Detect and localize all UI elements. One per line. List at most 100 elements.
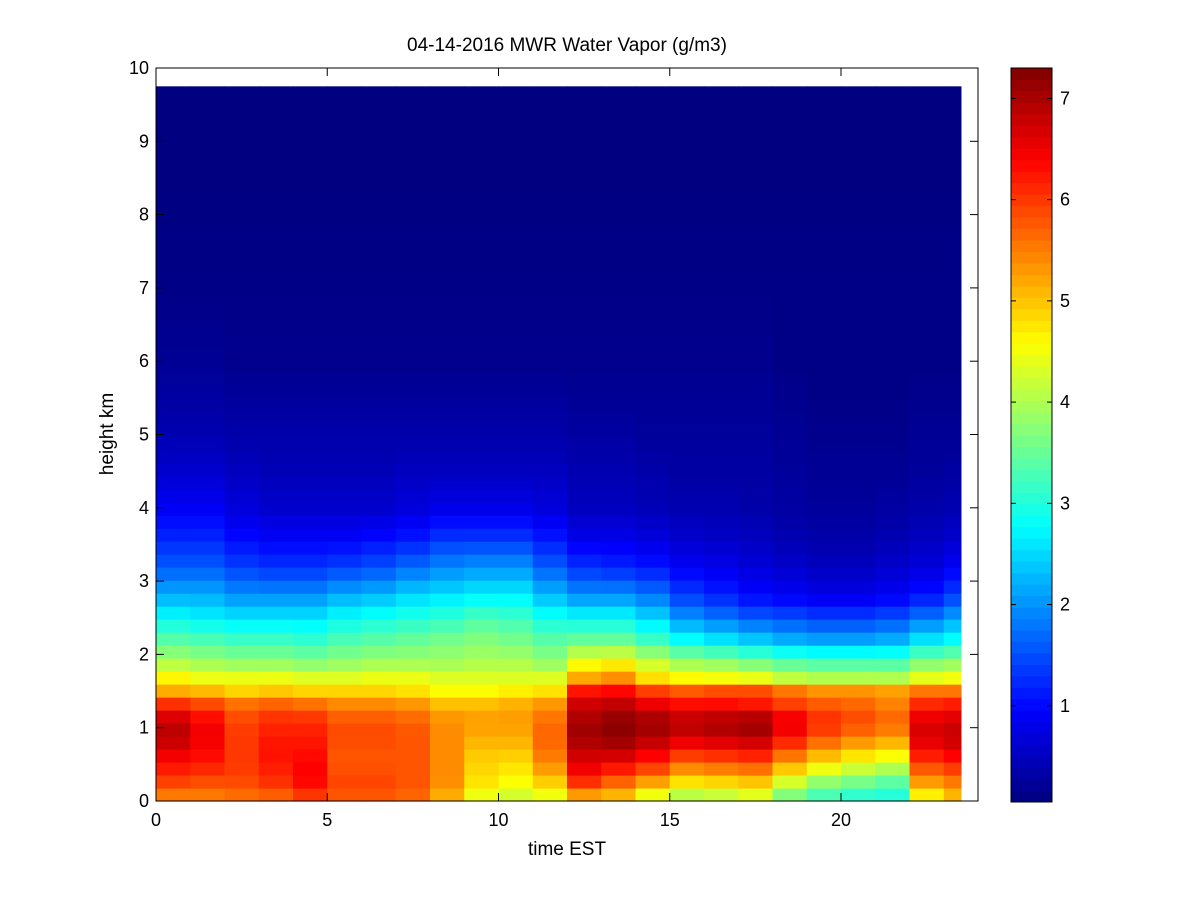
heatmap-cell xyxy=(430,463,465,477)
colorbar-step xyxy=(1011,79,1052,92)
heatmap-cell xyxy=(909,671,945,685)
heatmap-cell xyxy=(532,424,568,438)
heatmap-cell xyxy=(841,502,876,516)
colorbar-step xyxy=(1011,274,1052,287)
heatmap-cell xyxy=(738,385,774,399)
heatmap-cell xyxy=(704,606,739,620)
heatmap-cell xyxy=(395,697,431,711)
heatmap-cell xyxy=(909,658,945,672)
heatmap-cell xyxy=(909,151,945,165)
heatmap-cell xyxy=(361,164,397,178)
heatmap-cell xyxy=(772,645,808,659)
heatmap-cell xyxy=(841,125,876,139)
heatmap-cell xyxy=(293,463,328,477)
heatmap-cell xyxy=(806,580,842,594)
chart-title: 04-14-2016 MWR Water Vapor (g/m3) xyxy=(407,35,727,56)
heatmap-cell xyxy=(190,307,226,321)
heatmap-cell xyxy=(601,268,637,282)
heatmap-cell xyxy=(601,138,637,152)
heatmap-cell xyxy=(943,788,962,802)
heatmap-cell xyxy=(498,99,534,113)
heatmap-cell xyxy=(395,411,431,425)
heatmap-cell xyxy=(258,320,294,334)
heatmap-cell xyxy=(567,515,602,529)
heatmap-cell xyxy=(395,138,431,152)
heatmap-cell xyxy=(327,528,363,542)
heatmap-cell xyxy=(430,281,465,295)
heatmap-cell xyxy=(909,437,945,451)
heatmap-cell xyxy=(327,385,363,399)
heatmap-cell xyxy=(772,372,808,386)
heatmap-cell xyxy=(669,190,705,204)
heatmap-cell xyxy=(156,749,191,763)
heatmap-cell xyxy=(361,190,397,204)
heatmap-cell xyxy=(430,684,465,698)
heatmap-cell xyxy=(875,151,911,165)
heatmap-cell xyxy=(464,671,500,685)
heatmap-cell xyxy=(635,489,671,503)
heatmap-cell xyxy=(704,385,739,399)
heatmap-cell xyxy=(430,632,465,646)
heatmap-cell xyxy=(156,463,191,477)
colorbar-step xyxy=(1011,492,1052,505)
heatmap-cell xyxy=(567,567,602,581)
heatmap-cell xyxy=(806,658,842,672)
heatmap-cell xyxy=(943,151,962,165)
heatmap-cell xyxy=(772,281,808,295)
heatmap-cell xyxy=(327,229,363,243)
heatmap-cell xyxy=(806,346,842,360)
heatmap-cell xyxy=(875,749,911,763)
heatmap-cell xyxy=(669,385,705,399)
heatmap-cell xyxy=(258,151,294,165)
heatmap-cell xyxy=(704,151,739,165)
heatmap-cell xyxy=(909,593,945,607)
heatmap-cell xyxy=(327,671,363,685)
heatmap-cell xyxy=(806,372,842,386)
heatmap-cell xyxy=(156,138,191,152)
heatmap-cell xyxy=(738,749,774,763)
heatmap-cell xyxy=(738,281,774,295)
heatmap-cell xyxy=(361,177,397,191)
heatmap-cell xyxy=(601,606,637,620)
heatmap-cell xyxy=(567,203,602,217)
heatmap-cell xyxy=(635,385,671,399)
heatmap-cell xyxy=(806,333,842,347)
heatmap-cell xyxy=(738,359,774,373)
heatmap-cell xyxy=(909,723,945,737)
heatmap-cell xyxy=(395,593,431,607)
heatmap-cell xyxy=(806,788,842,802)
colorbar-step xyxy=(1011,412,1052,425)
heatmap-cell xyxy=(532,697,568,711)
heatmap-cell xyxy=(430,671,465,685)
heatmap-cell xyxy=(395,190,431,204)
heatmap-cell xyxy=(224,502,260,516)
heatmap-cell xyxy=(430,502,465,516)
heatmap-cell xyxy=(567,268,602,282)
heatmap-cell xyxy=(224,164,260,178)
heatmap-cell xyxy=(909,567,945,581)
heatmap-cell xyxy=(841,437,876,451)
heatmap-cell xyxy=(224,255,260,269)
heatmap-cell xyxy=(430,294,465,308)
heatmap-cell xyxy=(601,385,637,399)
heatmap-cell xyxy=(875,99,911,113)
heatmap-cell xyxy=(190,424,226,438)
heatmap-cell xyxy=(464,99,500,113)
heatmap-cell xyxy=(875,177,911,191)
heatmap-cell xyxy=(258,86,294,100)
heatmap-cell xyxy=(224,749,260,763)
heatmap-cell xyxy=(361,632,397,646)
heatmap-cell xyxy=(258,125,294,139)
heatmap-cell xyxy=(943,138,962,152)
heatmap-cell xyxy=(190,229,226,243)
heatmap-cell xyxy=(704,762,739,776)
heatmap-cell xyxy=(635,333,671,347)
heatmap-cell xyxy=(361,320,397,334)
heatmap-cell xyxy=(635,671,671,685)
heatmap-cell xyxy=(293,554,328,568)
heatmap-cell xyxy=(190,125,226,139)
heatmap-cell xyxy=(772,229,808,243)
heatmap-cell xyxy=(464,645,500,659)
heatmap-cell xyxy=(224,281,260,295)
colorbar-step xyxy=(1011,526,1052,539)
